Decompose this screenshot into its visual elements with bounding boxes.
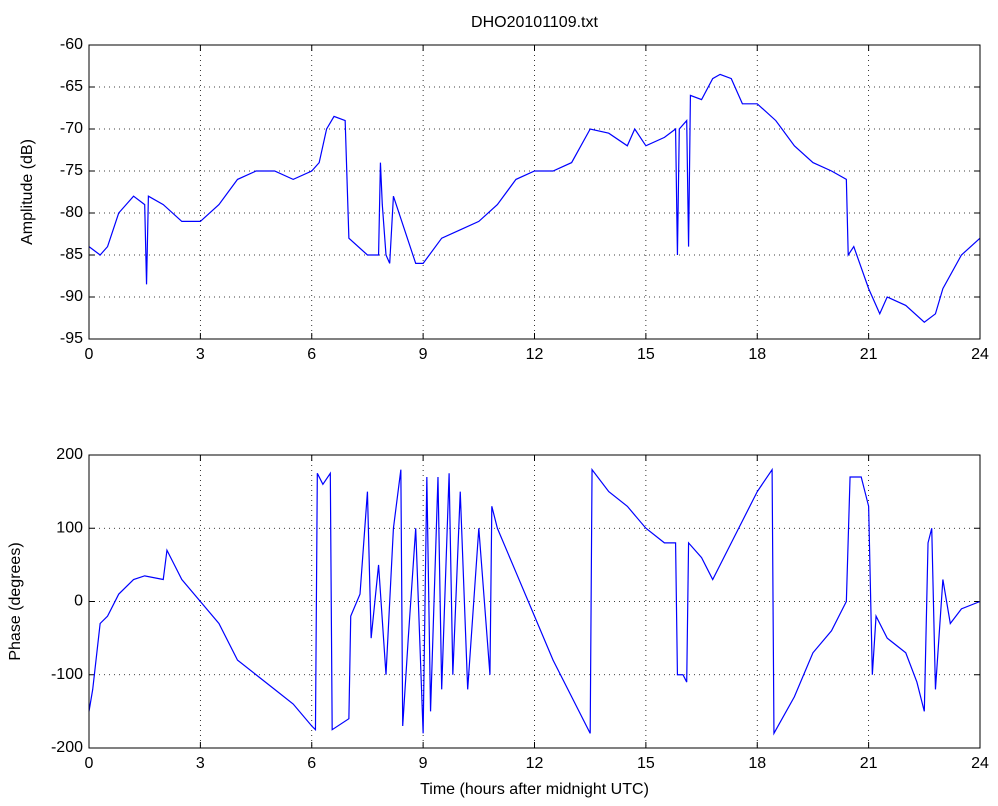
y-tick-label: -85: [60, 246, 83, 263]
y-tick-label: 200: [56, 446, 83, 463]
y-tick-label: -65: [60, 78, 83, 95]
x-tick-label: 12: [526, 346, 544, 363]
data-line: [88, 467, 981, 736]
y-tick-label: -80: [60, 204, 83, 221]
x-tick-label: 18: [748, 755, 766, 772]
x-tick-label: 6: [307, 755, 316, 772]
x-tick-label: 9: [419, 755, 428, 772]
y-axis-label: Phase (degrees): [7, 542, 24, 660]
y-tick-label: -95: [60, 330, 83, 347]
x-tick-label: 6: [307, 346, 316, 363]
data-line: [88, 73, 981, 323]
axes-frame: [88, 454, 981, 749]
x-tick-label: 3: [196, 346, 205, 363]
y-tick-label: -100: [51, 666, 83, 683]
x-tick-label: 0: [85, 755, 94, 772]
x-tick-label: 3: [196, 755, 205, 772]
x-tick-label: 15: [637, 755, 655, 772]
y-tick-label: -90: [60, 288, 83, 305]
y-tick-label: -200: [51, 739, 83, 756]
x-tick-label: 21: [860, 346, 878, 363]
axes-frame: [88, 44, 981, 340]
y-tick-label: 100: [56, 519, 83, 536]
x-tick-label: 15: [637, 346, 655, 363]
x-tick-label: 24: [971, 755, 989, 772]
x-tick-label: 18: [748, 346, 766, 363]
y-tick-label: -60: [60, 36, 83, 53]
y-tick-label: 0: [74, 593, 83, 610]
x-tick-label: 12: [526, 755, 544, 772]
y-axis-label: Amplitude (dB): [19, 139, 36, 245]
y-tick-label: -75: [60, 162, 83, 179]
y-tick-label: -70: [60, 120, 83, 137]
x-axis-label: Time (hours after midnight UTC): [420, 781, 649, 798]
x-tick-label: 24: [971, 346, 989, 363]
x-tick-label: 9: [419, 346, 428, 363]
x-tick-label: 21: [860, 755, 878, 772]
chart-title: DHO20101109.txt: [471, 14, 598, 31]
x-tick-label: 0: [85, 346, 94, 363]
